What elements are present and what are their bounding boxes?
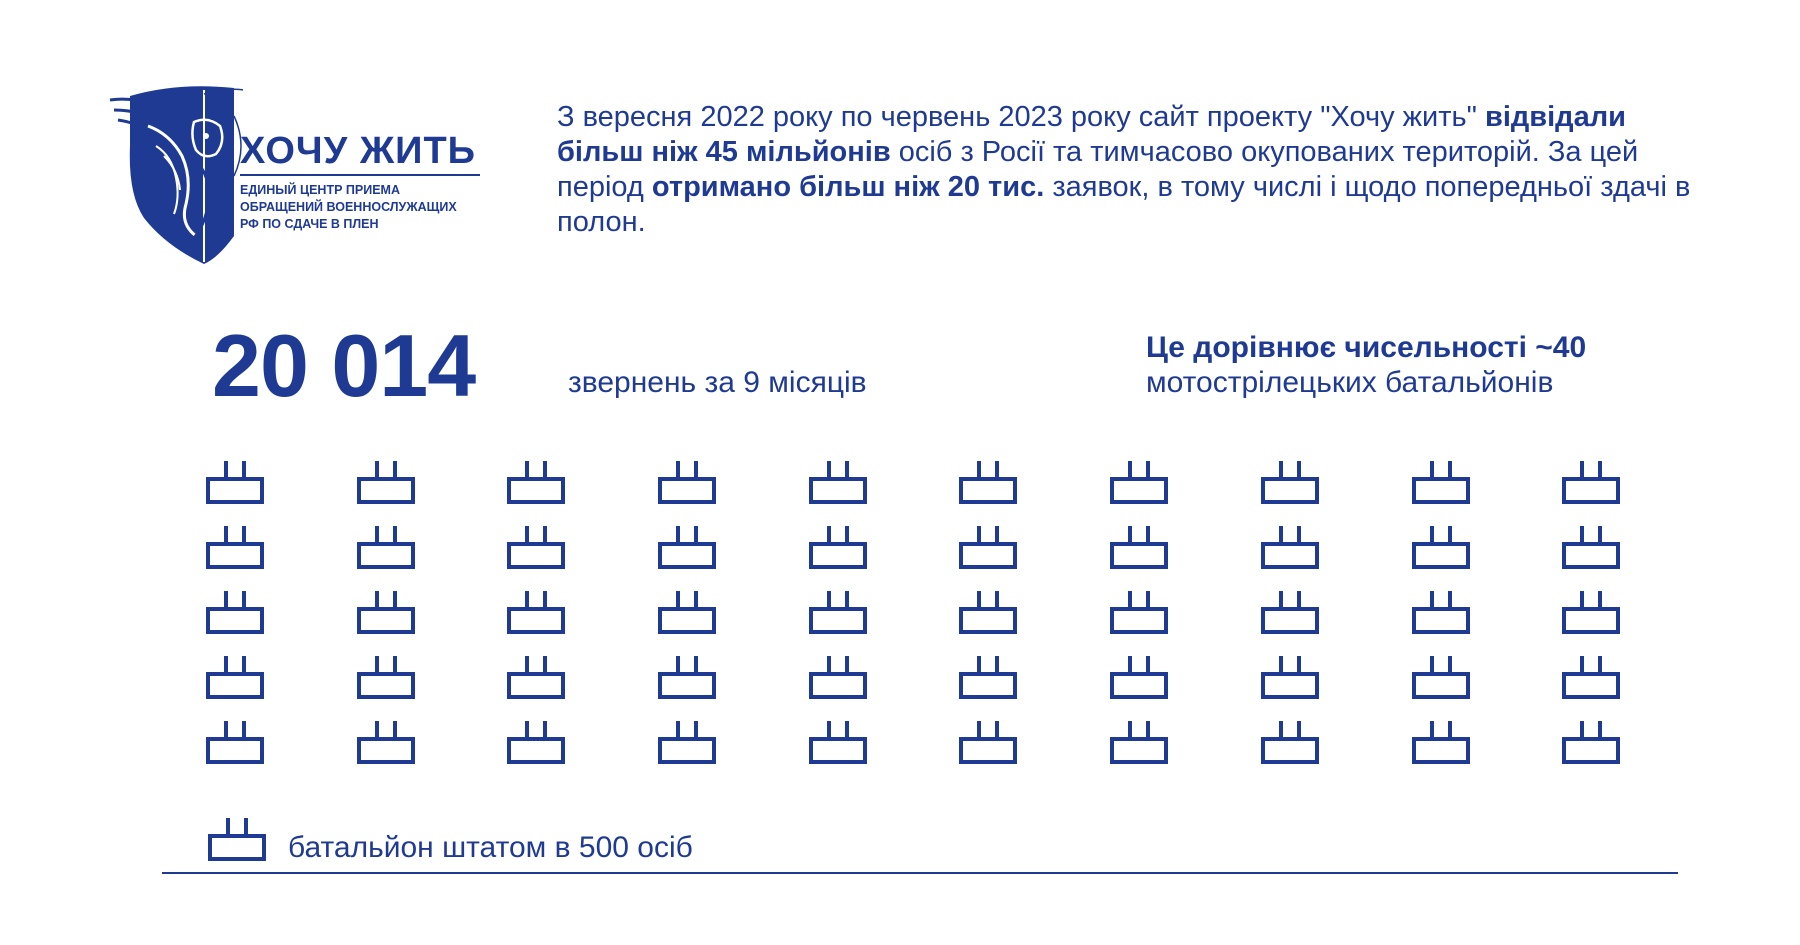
battalion-symbol-icon [356, 461, 415, 504]
battalion-symbol-icon [1562, 526, 1621, 569]
battalion-symbol-icon [206, 461, 264, 504]
battalion-symbol-icon [959, 461, 1018, 504]
battalion-symbol-icon [1411, 526, 1470, 569]
trident-icon [207, 100, 217, 120]
battalion-symbol-icon [658, 656, 717, 699]
stat-caption: звернень за 9 місяців [568, 366, 867, 399]
battalion-symbol-icon [356, 591, 415, 634]
battalion-symbol-icon [1562, 461, 1621, 504]
battalion-symbol-icon [658, 461, 717, 504]
intro-highlight-visitors: відвідали більш ніж 45 мільйонів [557, 101, 1626, 168]
logo-subtitle-line: ЕДИНЫЙ ЦЕНТР ПРИЕМА [240, 183, 400, 197]
battalion-symbol-icon [1110, 461, 1169, 504]
battalion-symbol-icon [808, 591, 867, 634]
battalion-symbol-icon [206, 721, 264, 764]
battalion-symbol-icon [1562, 591, 1621, 634]
battalion-symbol-icon [356, 526, 415, 569]
equivalence-note: Це дорівнює чисельності ~40 мотострілець… [1146, 330, 1666, 400]
logo: ХОЧУ ЖИТЬ ЕДИНЫЙ ЦЕНТР ПРИЕМА ОБРАЩЕНИЙ … [108, 86, 498, 268]
battalion-symbol-icon [1110, 721, 1169, 764]
logo-subtitle-line: РФ ПО СДАЧЕ В ПЛЕН [240, 217, 379, 231]
battalion-grid [206, 460, 1626, 785]
battalion-symbol-icon [206, 526, 264, 569]
battalion-symbol-icon [1411, 721, 1470, 764]
logo-divider [240, 174, 480, 176]
battalion-symbol-icon [507, 721, 566, 764]
legend: батальйон штатом в 500 осіб [208, 817, 693, 864]
battalion-symbol-icon [1260, 656, 1319, 699]
battalion-symbol-icon [206, 591, 264, 634]
intro-text: З вересня 2022 року по червень 2023 року… [557, 101, 1485, 133]
battalion-symbol-icon [1110, 656, 1169, 699]
equivalence-line: мотострілецьких батальйонів [1146, 366, 1554, 399]
battalion-symbol-icon [1260, 591, 1319, 634]
battalion-symbol-icon [507, 656, 566, 699]
battalion-symbol-icon [356, 656, 415, 699]
logo-subtitle-line: ОБРАЩЕНИЙ ВОЕННОСЛУЖАЩИХ [240, 200, 457, 214]
battalion-symbol-icon [356, 721, 415, 764]
stat-number: 20 014 [212, 316, 476, 415]
battalion-symbol-icon [808, 656, 867, 699]
intro-text: осіб з Росії та тимчасово окупованих тер… [557, 136, 1639, 203]
battalion-symbol-icon [808, 526, 867, 569]
battalion-symbol-icon [507, 526, 566, 569]
battalion-symbol-icon [1110, 526, 1169, 569]
battalion-symbol-icon [1411, 591, 1470, 634]
owl-shield-icon [109, 86, 243, 264]
battalion-symbol-icon [1260, 526, 1319, 569]
battalion-symbol-icon [1110, 591, 1169, 634]
legend-label: батальйон штатом в 500 осіб [288, 831, 693, 864]
battalion-symbol-icon [208, 818, 266, 861]
battalion-symbol-icon [1411, 461, 1470, 504]
intro-highlight-applications: отримано більш ніж 20 тис. [651, 171, 1045, 203]
intro-paragraph: З вересня 2022 року по червень 2023 року… [557, 100, 1697, 240]
logo-subtitle: ЕДИНЫЙ ЦЕНТР ПРИЕМА ОБРАЩЕНИЙ ВОЕННОСЛУЖ… [240, 182, 510, 233]
battalion-symbol-icon [959, 526, 1018, 569]
battalion-symbol-icon [507, 461, 566, 504]
logo-title: ХОЧУ ЖИТЬ [240, 130, 476, 172]
battalion-symbol-icon [1260, 721, 1319, 764]
battalion-symbol-icon [1260, 461, 1319, 504]
battalion-symbol-icon [507, 591, 566, 634]
battalion-symbol-icon [1411, 656, 1470, 699]
battalion-symbol-icon [206, 656, 264, 699]
battalion-symbol-icon [959, 656, 1018, 699]
equivalence-line-bold: Це дорівнює чисельності ~40 [1146, 331, 1587, 364]
battalion-symbol-icon [1562, 656, 1621, 699]
battalion-symbol-icon [658, 591, 717, 634]
intro-text: заявок, в тому числі і щодо попередньої … [557, 171, 1691, 238]
battalion-symbol-icon [808, 461, 867, 504]
battalion-symbol-icon [959, 721, 1018, 764]
battalion-symbol-icon [1562, 721, 1621, 764]
battalion-symbol-icon [808, 721, 867, 764]
battalion-symbol-icon [658, 526, 717, 569]
bottom-divider [162, 872, 1678, 874]
battalion-symbol-icon [658, 721, 717, 764]
battalion-symbol-icon [959, 591, 1018, 634]
